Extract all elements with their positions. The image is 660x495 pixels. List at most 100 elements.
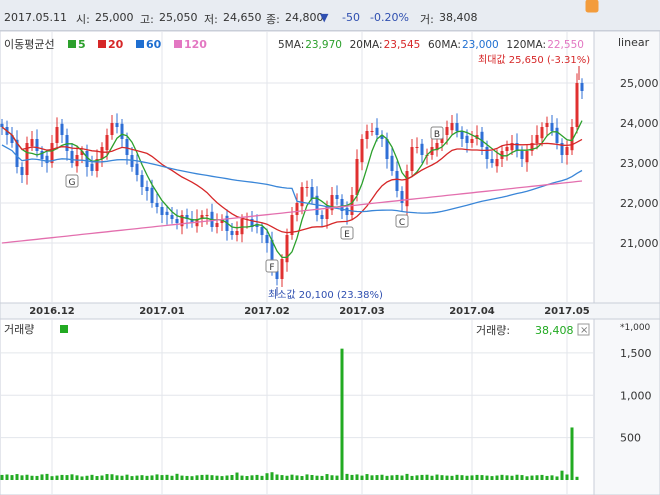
volume-bar (115, 475, 119, 480)
candle-body (460, 131, 464, 139)
date-tick-label: 2017.02 (244, 306, 290, 317)
date-axis-ticks: 2016.12 2017.01 2017.02 2017.03 2017.04 2017.… (29, 306, 590, 317)
candle-body (175, 219, 179, 223)
candle-body (485, 147, 489, 159)
candle-body (470, 139, 474, 143)
candle-body (100, 147, 104, 159)
ma-value-number: 23,970 (305, 39, 342, 51)
volume-close-button[interactable] (577, 323, 590, 336)
candle-body (170, 215, 174, 219)
candle-body (260, 227, 264, 235)
date-tick-label: 2017.03 (339, 306, 385, 317)
header-volume-label: 거: (420, 13, 434, 26)
price-panel (0, 30, 595, 304)
volume-bar (390, 475, 394, 480)
candle-body (200, 215, 204, 219)
volume-bar (50, 476, 54, 480)
marker-b[interactable] (430, 126, 444, 140)
volume-bar (470, 475, 474, 480)
volume-bar (120, 475, 124, 480)
ma5-line (1, 120, 583, 259)
volume-bar (475, 474, 479, 480)
volume-bar (515, 474, 519, 480)
header-change-pct: -0.20% (370, 11, 409, 24)
volume-bar (565, 474, 569, 480)
marker-f[interactable] (265, 259, 279, 273)
candle-body (275, 271, 279, 279)
ma-legend-title: 이동평균선 (4, 38, 55, 51)
marker-label: A (589, 0, 596, 3)
volume-bar (305, 474, 309, 480)
price-tick-label: 21,000 (620, 237, 659, 250)
candle-body (105, 135, 109, 151)
ma-legend-swatch (98, 40, 106, 48)
candle-body (90, 163, 94, 171)
candle-body (270, 239, 274, 271)
candle-body (335, 195, 339, 199)
volume-bar (560, 470, 564, 480)
candle-body (150, 187, 154, 203)
candle-body (65, 135, 69, 151)
candle-body (205, 215, 209, 216)
date-tick-label: 2016.12 (29, 306, 75, 317)
volume-tick-label: 1,500 (620, 347, 652, 360)
volume-bar (440, 475, 444, 480)
volume-bar (360, 475, 364, 480)
candle-body (455, 123, 459, 131)
candle-body (280, 259, 284, 279)
header-high: 25,050 (159, 11, 198, 24)
marker-e[interactable] (340, 226, 354, 240)
candle-body (310, 187, 314, 199)
ma-value-label: 60MA: (428, 39, 461, 51)
volume-bar (265, 473, 269, 480)
volume-bar (60, 474, 64, 480)
volume-bar (140, 475, 144, 480)
volume-bar (180, 475, 184, 480)
volume-bar (0, 474, 4, 480)
price-axis-ticks: 25,000 24,000 23,000 22,000 21,000 (620, 77, 659, 250)
candle-body (465, 135, 469, 143)
volume-bar (250, 475, 254, 480)
date-tick-label: 2017.01 (139, 306, 185, 317)
candle-body (380, 135, 384, 139)
candle-body (505, 147, 509, 151)
header-open-label: 시: (76, 13, 90, 26)
candle-body (135, 163, 139, 175)
volume-bar (430, 475, 434, 480)
candle-body (390, 155, 394, 171)
volume-bar (170, 475, 174, 480)
scale-toggle[interactable]: linear (618, 36, 650, 49)
volume-bar (435, 474, 439, 480)
volume-bar (30, 475, 34, 480)
candle-body (365, 131, 369, 139)
volume-unit-label: *1,000 (620, 323, 651, 333)
volume-legend-swatch (60, 325, 68, 333)
marker-c[interactable] (395, 214, 409, 228)
volume-bar (290, 474, 294, 480)
candle-body (250, 219, 254, 227)
candle-body (420, 143, 424, 155)
header-low: 24,650 (223, 11, 262, 24)
header-close: 24,800 (285, 11, 324, 24)
volume-bar (485, 475, 489, 480)
ma-legend[interactable]: 5 20 60 120 (68, 38, 207, 51)
volume-bar (410, 475, 414, 480)
volume-bar (235, 472, 239, 480)
candle-body (480, 131, 484, 147)
volume-panel-title: 거래량 (4, 323, 34, 336)
event-markers: G F E C B A (65, 0, 599, 273)
candle-body (110, 123, 114, 135)
candle-body (215, 223, 219, 227)
date-tick-label: 2017.05 (544, 306, 590, 317)
volume-bar (400, 475, 404, 480)
marker-a[interactable] (585, 0, 599, 13)
marker-g[interactable] (65, 174, 79, 188)
volume-bar (295, 475, 299, 480)
candle-body (410, 147, 414, 171)
candle-body (130, 155, 134, 167)
volume-bar (385, 475, 389, 480)
close-icon[interactable]: × (580, 325, 588, 336)
candle-body (165, 211, 169, 215)
volume-bar (40, 474, 44, 480)
